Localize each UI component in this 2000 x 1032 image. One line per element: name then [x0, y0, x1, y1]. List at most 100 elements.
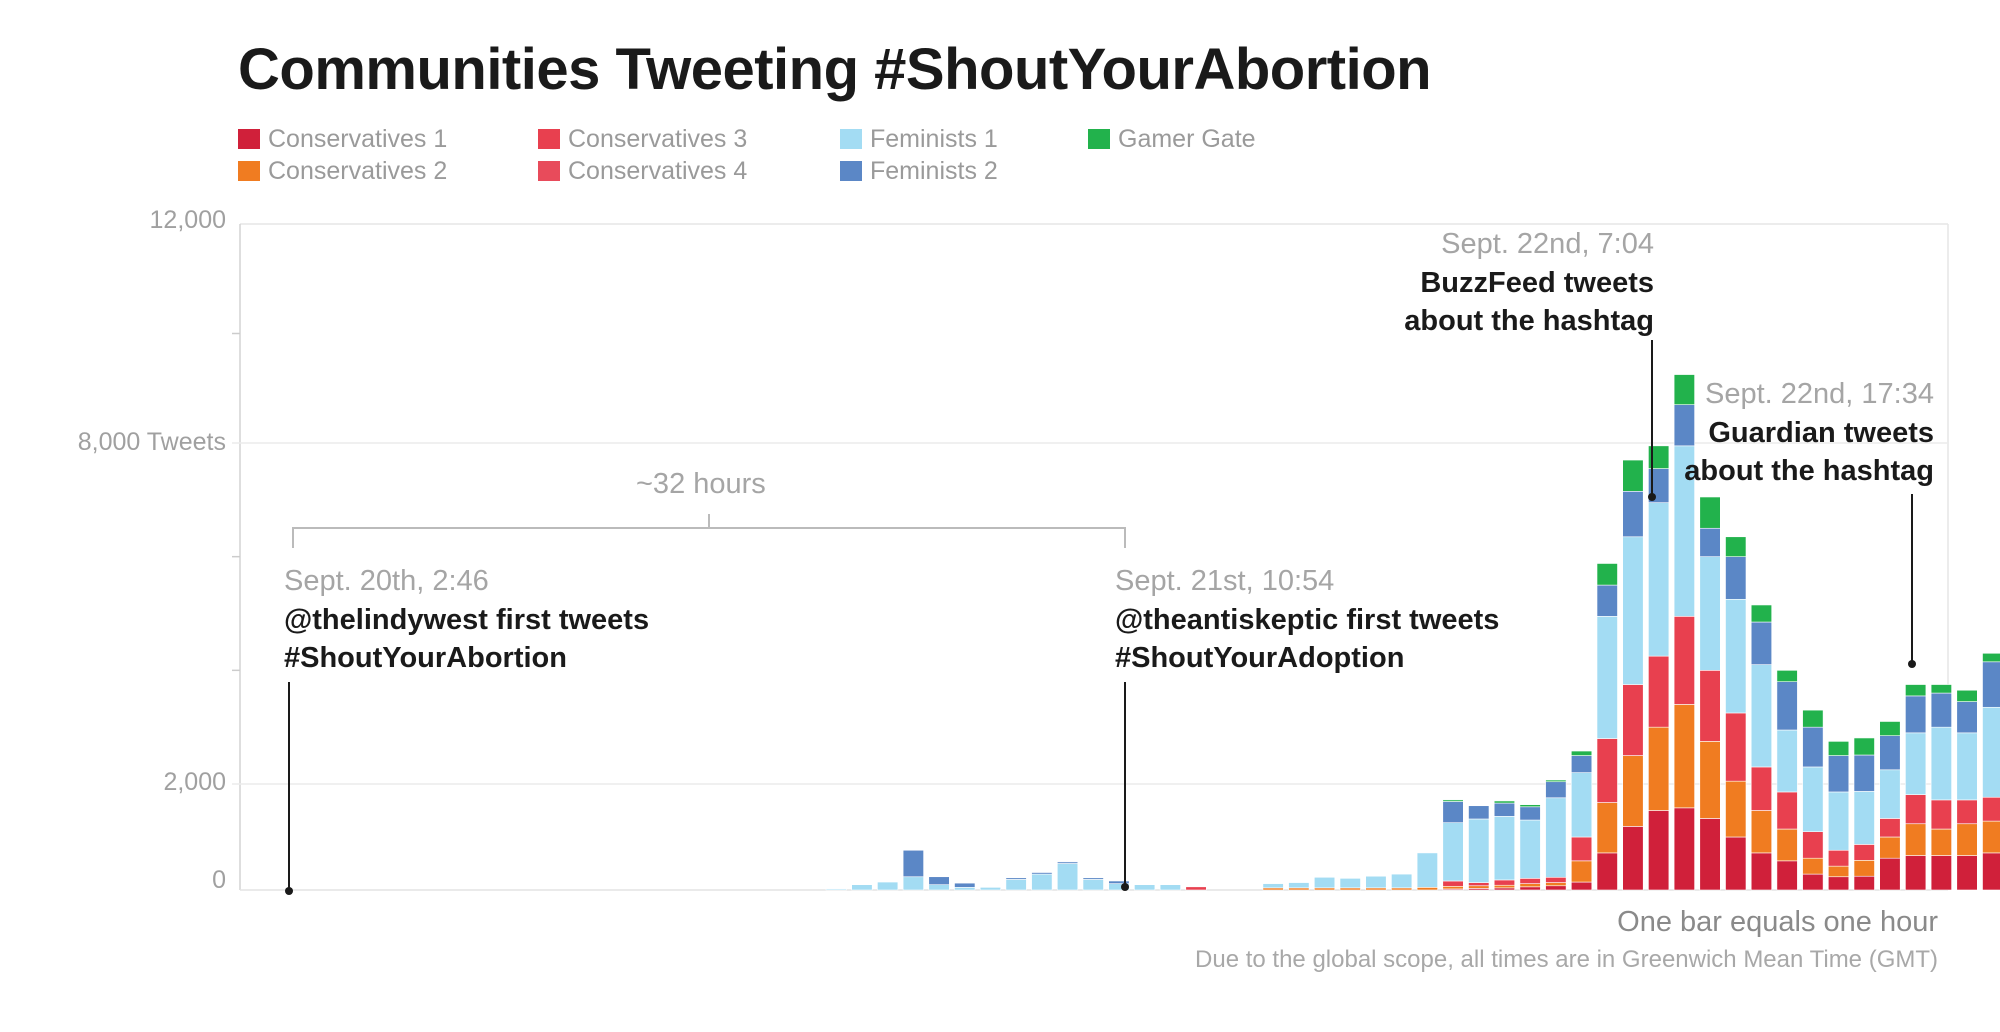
bar-segment-c3	[1468, 882, 1490, 887]
bar-segment-c2	[1853, 860, 1875, 877]
legend-swatch	[840, 129, 862, 149]
bar-segment-f1	[1493, 816, 1515, 881]
bar-segment-f1	[1468, 818, 1490, 883]
bar-segment-f2	[1725, 556, 1747, 600]
bar-segment-c2	[1699, 741, 1721, 819]
bar-segment-c2	[1365, 887, 1387, 891]
bar-segment-c3	[1905, 794, 1927, 825]
legend-swatch	[840, 161, 862, 181]
bar-segment-f1	[877, 881, 899, 891]
legend-swatch	[538, 129, 560, 149]
bar-segment-f1	[1391, 873, 1413, 889]
bar-segment-f2	[1468, 805, 1490, 820]
bar-segment-f1	[1545, 797, 1567, 878]
bar-segment-f1	[1005, 879, 1027, 891]
legend-label: Feminists 1	[870, 124, 998, 153]
bar-segment-c2	[1391, 887, 1413, 891]
legend-label: Conservatives 4	[568, 156, 748, 185]
bar-segment-c1	[1648, 810, 1670, 891]
bar-segment-c3	[1545, 876, 1567, 883]
bar-segment-f1	[1648, 502, 1670, 657]
bar-segment-f2	[1057, 861, 1079, 864]
bar-segment-f1	[1314, 876, 1336, 889]
span-label: ~32 hours	[636, 468, 766, 500]
bar-segment-f1	[1982, 706, 2000, 798]
bar-segment-f1	[1853, 791, 1875, 845]
bar-segment-c3	[1776, 791, 1798, 830]
bar-segment-c2	[1288, 887, 1310, 891]
bar-segment-gg	[1673, 374, 1695, 405]
bar-segment-c2	[1673, 704, 1695, 809]
bar-segment-c2	[1314, 887, 1336, 891]
bar-segment-f2	[1493, 802, 1515, 817]
bar-segment-gg	[1596, 563, 1618, 586]
annotation-date: Sept. 20th, 2:46	[284, 565, 489, 597]
bar-segment-c2	[1596, 802, 1618, 854]
bar-segment-f1	[1134, 884, 1156, 891]
legend-item-conservatives-3: Conservatives 3	[538, 124, 747, 154]
bar-segment-f2	[1082, 877, 1104, 880]
bar-segment-f2	[1750, 621, 1772, 665]
bar-segment-c1	[1673, 807, 1695, 891]
bar-segment-f1	[1365, 875, 1387, 889]
bar-segment-c2	[1648, 726, 1670, 811]
y-tick-label-2000: 2,000	[163, 768, 226, 796]
legend-swatch	[538, 161, 560, 181]
bar-segment-c3	[1879, 818, 1901, 838]
bar-segment-c2	[1776, 828, 1798, 862]
bar-segment-c1	[1571, 881, 1593, 891]
bar-segment-f1	[1699, 556, 1721, 671]
bar-segment-c2	[1468, 885, 1490, 889]
bar-segment-f1	[1930, 726, 1952, 801]
bar-segment-c1	[1776, 860, 1798, 891]
bar-segment-c3	[1519, 878, 1541, 884]
bar-segment-f2	[1930, 692, 1952, 728]
bar-segment-c3	[1673, 616, 1695, 705]
legend-swatch	[238, 129, 260, 149]
annotation-line: @thelindywest first tweets	[284, 604, 650, 636]
bar-segment-gg	[1802, 709, 1824, 728]
bar-segment-c2	[1930, 828, 1952, 856]
bar-segment-c2	[1493, 884, 1515, 889]
bar-segment-gg	[1853, 737, 1875, 756]
bar-segment-f1	[902, 876, 924, 891]
bar-segment-c1	[1930, 855, 1952, 891]
bar-segment-c3	[1982, 796, 2000, 822]
bar-segment-gg	[1725, 536, 1747, 557]
bar-segment-c3	[1622, 684, 1644, 756]
bar-segment-c3	[1185, 886, 1207, 891]
bar-segment-c2	[1905, 823, 1927, 856]
annotation-line: BuzzFeed tweets	[1420, 267, 1654, 299]
bar-segment-f1	[1082, 879, 1104, 891]
bar-segment-f2	[1956, 701, 1978, 734]
bar-segment-c2	[1571, 860, 1593, 883]
legend-label: Gamer Gate	[1118, 124, 1256, 153]
bar-segment-c2	[1879, 836, 1901, 859]
bar-segment-c3	[1750, 766, 1772, 811]
annotation-text: @thelindywest first tweets #ShoutYourAbo…	[284, 601, 649, 677]
bar-segment-gg	[1699, 496, 1721, 529]
bar-segment-f1	[1519, 819, 1541, 879]
bar-segment-f2	[1005, 877, 1027, 880]
bar-segment-c3	[1571, 836, 1593, 862]
bar-segment-f2	[1828, 755, 1850, 793]
bar-segment-f1	[1879, 769, 1901, 819]
bar-segment-f1	[1802, 766, 1824, 833]
bar-segment-gg	[1879, 721, 1901, 736]
bar-segment-f1	[1622, 536, 1644, 685]
annotation-line: about the hashtag	[1684, 455, 1934, 487]
bar-segment-f2	[1519, 806, 1541, 821]
bar-segment-c3	[1853, 844, 1875, 861]
bar-segment-f2	[1699, 527, 1721, 557]
legend-item-gamer-gate: Gamer Gate	[1088, 124, 1256, 154]
bar-segment-gg	[1905, 684, 1927, 697]
bar-segment-c2	[1802, 857, 1824, 875]
bar-segment-c2	[1262, 887, 1284, 891]
legend-item-conservatives-1: Conservatives 1	[238, 124, 447, 154]
bar-segment-f1	[954, 887, 976, 891]
bar-segment-c2	[1545, 882, 1567, 887]
bar-segment-gg	[1648, 445, 1670, 469]
bar-segment-c1	[1879, 857, 1901, 891]
annotation-lines	[285, 340, 1916, 895]
bar-segment-gg	[1982, 652, 2000, 663]
